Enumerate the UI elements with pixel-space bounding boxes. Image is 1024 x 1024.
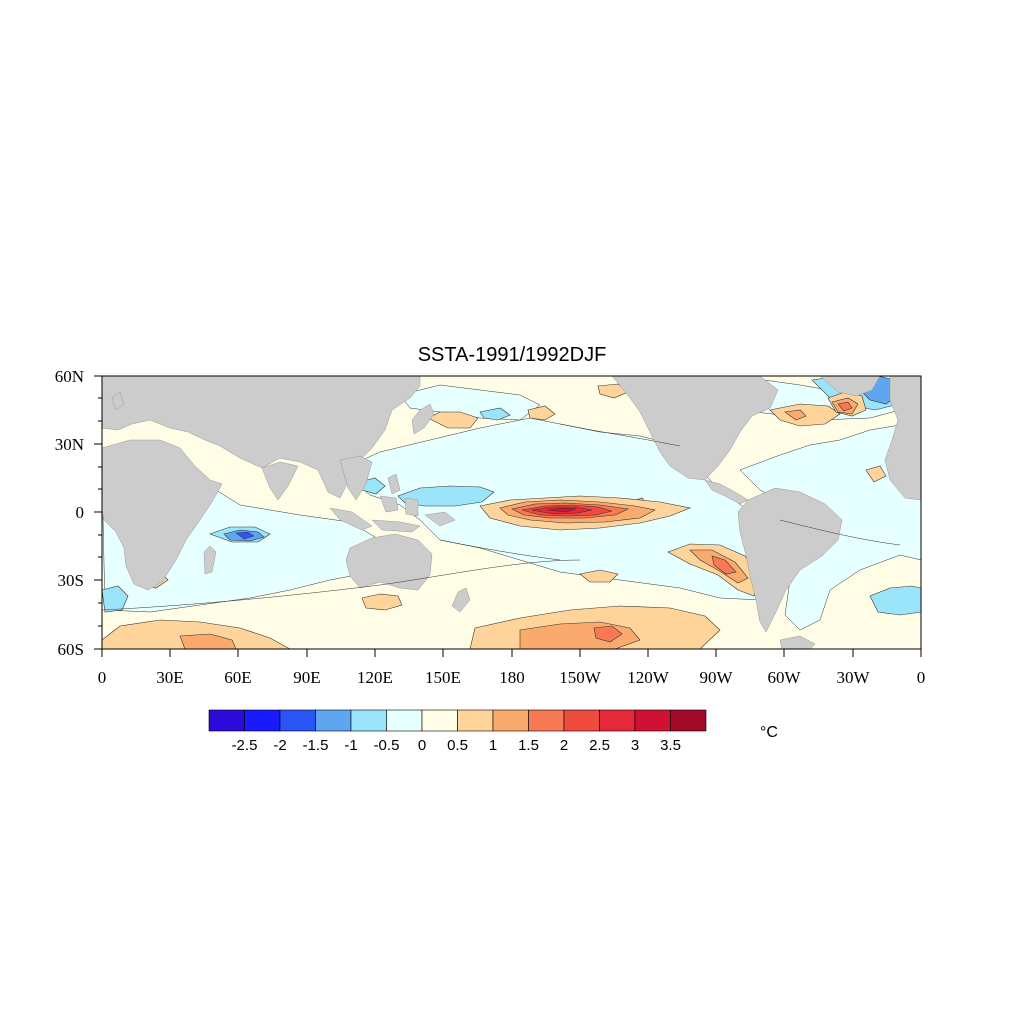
colorbar-swatch — [386, 709, 423, 732]
lat-label-60s: 60S — [58, 640, 84, 659]
colorbar-label: -1 — [344, 737, 357, 754]
lon-label-120e: 120E — [357, 668, 393, 687]
colorbar-swatch — [528, 709, 565, 732]
colorbar-label: 2 — [560, 737, 568, 754]
colorbar: -2.5 -2 -1.5 -1 -0.5 0 0.5 1 1.5 2 2.5 3 3.5 °C — [208, 709, 778, 754]
lon-label-120w: 120W — [627, 668, 670, 687]
colorbar-swatch — [599, 709, 636, 732]
map-panel — [102, 376, 921, 649]
lon-label-60e: 60E — [224, 668, 251, 687]
colorbar-swatch — [350, 709, 387, 732]
colorbar-label: 3.5 — [660, 737, 681, 754]
lat-label-30s: 30S — [58, 571, 84, 590]
lon-label-0-east: 0 — [917, 668, 926, 687]
lon-label-150e: 150E — [425, 668, 461, 687]
lon-label-150w: 150W — [559, 668, 602, 687]
colorbar-swatch — [315, 709, 352, 732]
colorbar-swatch — [670, 709, 707, 732]
colorbar-label: 2.5 — [589, 737, 610, 754]
colorbar-swatches — [208, 709, 707, 732]
lat-tick-labels: 60N 30N 0 30S 60S — [55, 367, 84, 659]
map-title: SSTA-1991/1992DJF — [418, 344, 607, 366]
lat-label-60n: 60N — [55, 367, 84, 386]
land-masses — [102, 376, 921, 649]
colorbar-label: 1.5 — [518, 737, 539, 754]
lon-label-60w: 60W — [767, 668, 801, 687]
colorbar-label: 0 — [418, 737, 426, 754]
colorbar-swatch — [634, 709, 671, 732]
lon-label-90e: 90E — [293, 668, 320, 687]
colorbar-label: -2.5 — [232, 737, 258, 754]
lon-tick-labels: 0 30E 60E 90E 120E 150E 180 150W 120W 90… — [98, 668, 926, 687]
lon-label-0: 0 — [98, 668, 107, 687]
colorbar-label: 0.5 — [447, 737, 468, 754]
lon-axis — [101, 649, 922, 657]
colorbar-swatch — [563, 709, 600, 732]
colorbar-swatch — [279, 709, 316, 732]
colorbar-units: °C — [760, 724, 778, 741]
anomaly-pos-peak-3 — [547, 507, 577, 513]
colorbar-swatch — [421, 709, 458, 732]
colorbar-swatch — [208, 709, 245, 732]
colorbar-label: -0.5 — [374, 737, 400, 754]
anomaly-neg-peak — [235, 531, 255, 540]
contour-lines — [102, 423, 901, 611]
colorbar-labels: -2.5 -2 -1.5 -1 -0.5 0 0.5 1 1.5 2 2.5 3 3.5 — [232, 737, 681, 754]
lat-label-30n: 30N — [55, 435, 84, 454]
colorbar-swatch — [457, 709, 494, 732]
colorbar-label: 1 — [489, 737, 497, 754]
lon-label-180: 180 — [499, 668, 525, 687]
colorbar-label: 3 — [631, 737, 639, 754]
colorbar-swatch — [492, 709, 529, 732]
colorbar-swatch — [244, 709, 281, 732]
lon-label-90w: 90W — [699, 668, 733, 687]
lat-label-0: 0 — [76, 503, 85, 522]
lat-axis — [94, 375, 102, 650]
colorbar-label: -1.5 — [303, 737, 329, 754]
colorbar-label: -2 — [273, 737, 286, 754]
lon-label-30w: 30W — [836, 668, 870, 687]
lon-label-30e: 30E — [156, 668, 183, 687]
